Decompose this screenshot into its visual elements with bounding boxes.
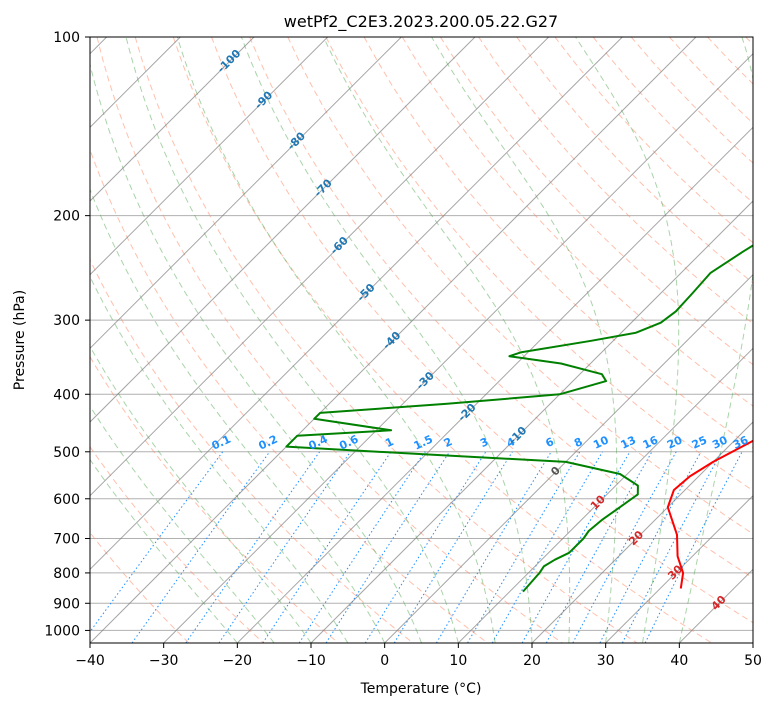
isotherm-line [90, 37, 550, 497]
isotherm-line [605, 494, 753, 643]
y-tick-label: 700 [53, 532, 80, 548]
mixing-ratio-label: 13 [619, 434, 638, 452]
moist-adiabat-line [240, 37, 533, 643]
mixing-ratio-line [644, 451, 743, 643]
x-tick-label: 20 [523, 653, 541, 669]
x-tick-label: −40 [75, 653, 105, 669]
x-tick-label: −10 [296, 653, 326, 669]
dewpoint-profile-line [285, 244, 753, 593]
x-tick-label: 50 [744, 653, 762, 669]
moist-adiabat-line [90, 405, 275, 643]
mixing-ratio-line [572, 451, 677, 643]
mixing-ratio-line [131, 451, 271, 643]
dry-adiabat-line [90, 445, 264, 643]
y-tick-label: 400 [53, 387, 80, 403]
isotherm-line [90, 37, 476, 423]
isotherm-line [90, 37, 402, 350]
y-tick-label: 900 [53, 596, 80, 612]
moist-adiabat-line [575, 37, 680, 643]
mixing-ratio-line [325, 451, 451, 643]
moist-adiabat-line [176, 37, 496, 643]
moist-adiabat-line [90, 275, 349, 643]
mixing-ratio-line [218, 451, 351, 643]
dry-adiabat-line [90, 148, 488, 643]
mixing-ratio-label: 30 [710, 433, 730, 451]
moist-adiabat-line [90, 458, 238, 643]
y-tick-label: 600 [53, 492, 80, 508]
y-tick-label: 100 [53, 30, 80, 46]
isotherm-line [163, 52, 753, 643]
isotherm-line [90, 37, 329, 276]
isotherm-line [90, 37, 255, 202]
isotherm-line [457, 347, 753, 643]
mixing-ratio-label: 25 [690, 434, 709, 452]
moist-adiabat-line [678, 37, 753, 643]
plot-frame [89, 36, 754, 644]
y-tick-label: 500 [53, 445, 80, 461]
mixing-ratio-label: 16 [641, 433, 661, 451]
mixing-ratio-line [521, 451, 631, 643]
dry-adiabat-line [90, 355, 339, 643]
x-axis-label: Temperature (°C) [360, 681, 482, 697]
dry-adiabat-line [325, 37, 753, 492]
mixing-ratio-line [545, 451, 653, 643]
x-tick-label: 30 [597, 653, 615, 669]
mixing-ratio-line [599, 451, 702, 643]
y-tick-label: 1000 [44, 623, 80, 639]
chart-title: wetPf2_C2E3.2023.200.05.22.G27 [284, 12, 558, 32]
dry-adiabat-line [211, 37, 753, 624]
isotherm-line [531, 421, 753, 643]
moist-adiabat-line [431, 37, 618, 643]
moist-adiabat-line [323, 37, 571, 643]
y-tick-label: 300 [53, 313, 80, 329]
isotherm-line [236, 126, 753, 643]
y-tick-label: 200 [53, 209, 80, 225]
isotherm-line [310, 200, 753, 643]
isotherm-line [90, 37, 623, 571]
y-axis-label: Pressure (hPa) [12, 290, 28, 390]
dry-adiabat-line [439, 37, 753, 366]
x-tick-label: 10 [449, 653, 467, 669]
temperature-profile-line [666, 439, 753, 589]
moist-adiabat-line [125, 37, 459, 643]
mixing-ratio-line [262, 451, 392, 643]
mixing-ratio-label: 10 [591, 433, 611, 451]
isotherm-line [90, 37, 697, 643]
moist-adiabat-line [90, 188, 386, 643]
x-tick-label: 0 [380, 653, 389, 669]
mixing-ratio-line [435, 451, 552, 643]
x-tick-label: −20 [223, 653, 253, 669]
moist-adiabat-line [90, 62, 422, 643]
mixing-ratio-line [185, 451, 321, 643]
dry-adiabat-line [96, 37, 563, 643]
y-tick-label: 800 [53, 566, 80, 582]
dry-adiabat-line [478, 37, 753, 325]
mixing-ratio-label: 20 [665, 433, 685, 451]
mixing-ratio-line [90, 451, 224, 633]
dry-adiabat-line [249, 37, 753, 579]
x-tick-label: 40 [670, 653, 688, 669]
dry-adiabat-line [134, 37, 638, 643]
x-tick-label: −30 [149, 653, 179, 669]
mixing-ratio-label: 36 [731, 433, 751, 451]
isotherm-line [384, 273, 753, 643]
mixing-ratio-line [298, 451, 426, 643]
mixing-ratio-line [364, 451, 487, 643]
